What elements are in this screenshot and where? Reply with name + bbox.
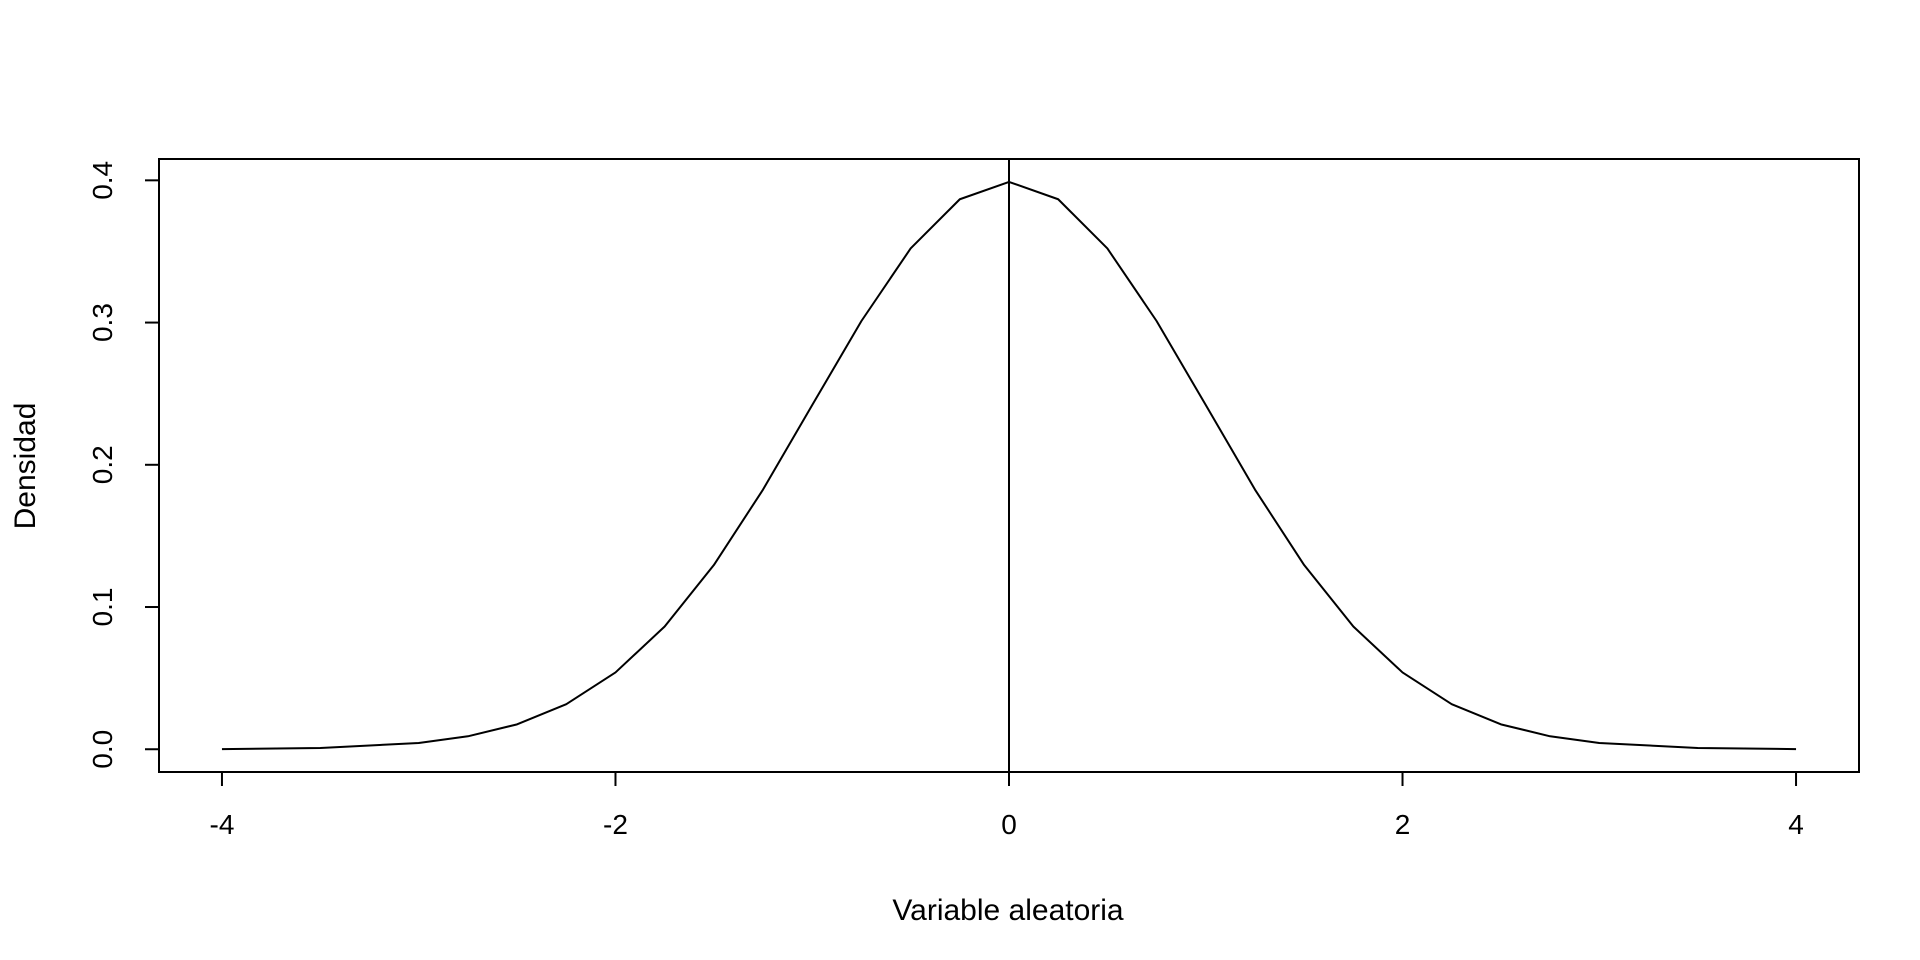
y-tick-label: 0.2	[87, 445, 118, 484]
y-axis-label: Densidad	[9, 403, 42, 530]
x-tick-label: 4	[1788, 809, 1804, 840]
series-layer	[221, 159, 1797, 772]
x-tick-label: 2	[1395, 809, 1411, 840]
x-tick-label: -2	[603, 809, 628, 840]
y-tick-label: 0.1	[87, 588, 118, 627]
y-tick-label: 0.4	[87, 161, 118, 200]
y-tick-label: 0.0	[87, 730, 118, 769]
y-tick-label: 0.3	[87, 303, 118, 342]
x-tick-label: -4	[210, 809, 235, 840]
x-axis: -4 -2 0 2 4	[210, 771, 1804, 840]
x-tick-label: 0	[1001, 809, 1017, 840]
density-curve	[221, 180, 1797, 751]
x-axis-label: Variable aleatoria	[892, 894, 1124, 927]
y-axis: 0.0 0.1 0.2 0.3 0.4	[87, 161, 160, 769]
